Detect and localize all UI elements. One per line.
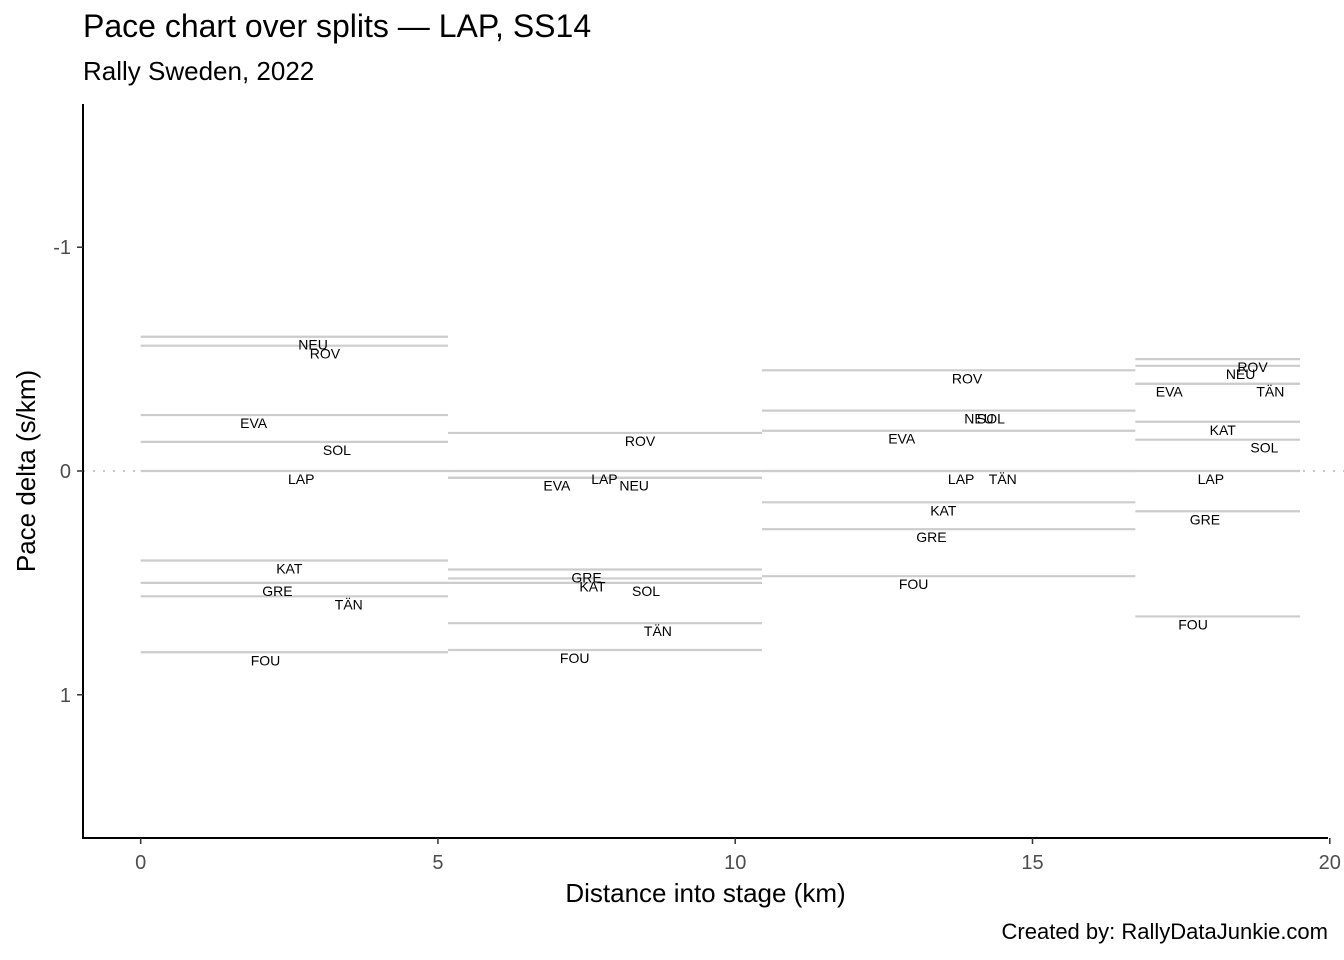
x-tick-label: 15 xyxy=(1021,852,1043,874)
segment-label-sol-split-2: SOL xyxy=(632,583,660,599)
segment-label-tän-split-3: TÄN xyxy=(989,471,1017,487)
segment-label-lap-split-2: LAP xyxy=(591,471,617,487)
y-axis-title: Pace delta (s/km) xyxy=(11,370,41,572)
segment-label-kat-split-1: KAT xyxy=(276,561,303,577)
segment-label-eva-split-3: EVA xyxy=(888,431,916,447)
segment-label-rov-split-4: ROV xyxy=(1237,359,1268,375)
segment-label-lap-split-1: LAP xyxy=(288,471,314,487)
segment-label-kat-split-3: KAT xyxy=(930,502,957,518)
segment-label-fou-split-1: FOU xyxy=(251,652,281,668)
chart-caption: Created by: RallyDataJunkie.com xyxy=(1001,919,1328,944)
x-tick-label: 5 xyxy=(432,852,443,874)
y-tick-label: -1 xyxy=(53,237,71,259)
segment-label-tän-split-2: TÄN xyxy=(644,623,672,639)
segment-label-eva-split-2: EVA xyxy=(543,478,571,494)
segment-label-fou-split-2: FOU xyxy=(560,650,590,666)
segment-label-neu-split-1: NEU xyxy=(298,337,328,353)
x-axis-title: Distance into stage (km) xyxy=(565,878,845,908)
segment-label-eva-split-1: EVA xyxy=(240,415,268,431)
segment-label-sol-split-1: SOL xyxy=(323,442,351,458)
segment-label-rov-split-1: ROV xyxy=(310,346,341,362)
y-tick-label: 1 xyxy=(60,685,71,707)
segment-label-eva-split-4: EVA xyxy=(1156,384,1184,400)
segment-label-gre-split-3: GRE xyxy=(916,529,946,545)
segment-label-tän-split-4: TÄN xyxy=(1256,384,1284,400)
chart-subtitle: Rally Sweden, 2022 xyxy=(83,56,315,86)
x-tick-label: 10 xyxy=(724,852,746,874)
segment-label-sol-split-4: SOL xyxy=(1250,440,1278,456)
segment-label-rov-split-3: ROV xyxy=(952,370,983,386)
segment-label-lap-split-4: LAP xyxy=(1198,471,1224,487)
segment-labels-layer: NEUNEUNEUNEUROVROVROVROVEVAEVAEVAEVASOLS… xyxy=(240,337,1284,669)
ticks-layer: 0 5 10 15 20 -1 0 1 xyxy=(53,237,1341,874)
y-tick-label: 0 xyxy=(60,461,71,483)
segment-label-kat-split-4: KAT xyxy=(1210,422,1237,438)
x-tick-label: 0 xyxy=(135,852,146,874)
segment-label-fou-split-4: FOU xyxy=(1178,616,1208,632)
segment-label-gre-split-1: GRE xyxy=(262,583,292,599)
segment-label-fou-split-3: FOU xyxy=(899,576,929,592)
segment-label-neu-split-4: NEU xyxy=(1226,366,1256,382)
segment-label-tän-split-1: TÄN xyxy=(335,596,363,612)
segment-label-gre-split-4: GRE xyxy=(1190,511,1220,527)
segment-label-kat-split-2: KAT xyxy=(579,578,606,594)
segment-label-lap-split-3: LAP xyxy=(948,471,974,487)
chart-title: Pace chart over splits — LAP, SS14 xyxy=(83,8,592,44)
x-tick-label: 20 xyxy=(1319,852,1341,874)
segment-label-neu-split-3: NEU xyxy=(964,411,994,427)
segment-label-gre-split-2: GRE xyxy=(571,569,601,585)
segment-label-neu-split-2: NEU xyxy=(619,478,649,494)
segment-label-rov-split-2: ROV xyxy=(625,433,656,449)
segment-label-sol-split-3: SOL xyxy=(977,411,1005,427)
segments-layer xyxy=(140,335,1301,654)
